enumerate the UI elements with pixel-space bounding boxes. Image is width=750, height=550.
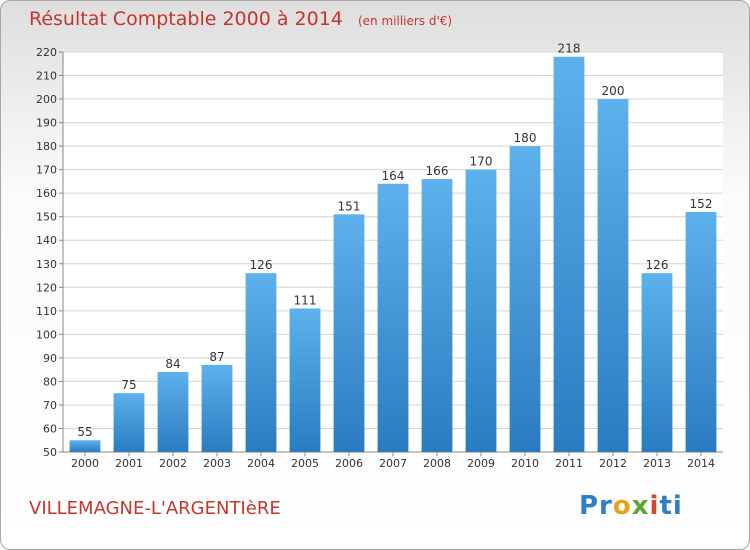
data-label: 170: [470, 155, 493, 169]
x-tick-label: 2008: [423, 457, 451, 470]
x-tick-label: 2004: [247, 457, 275, 470]
data-label: 180: [514, 131, 537, 145]
bar: [245, 273, 277, 452]
y-tick-label: 60: [43, 422, 57, 435]
data-label: 111: [294, 293, 317, 307]
x-tick-label: 2010: [511, 457, 539, 470]
bar: [69, 440, 101, 452]
data-label: 151: [338, 199, 361, 213]
x-tick-label: 2007: [379, 457, 407, 470]
chart-header: Résultat Comptable 2000 à 2014 (en milli…: [29, 8, 452, 30]
bar: [113, 393, 145, 452]
data-label: 200: [602, 84, 625, 98]
y-tick-label: 70: [43, 399, 57, 412]
y-tick-label: 180: [36, 140, 57, 153]
y-tick-label: 50: [43, 446, 57, 459]
data-label: 126: [646, 258, 669, 272]
bar: [377, 183, 409, 452]
x-tick-label: 2005: [291, 457, 319, 470]
commune-name: VILLEMAGNE-L'ARGENTIèRE: [29, 498, 281, 519]
x-tick-label: 2003: [203, 457, 231, 470]
y-tick-label: 110: [36, 305, 57, 318]
x-tick-label: 2002: [159, 457, 187, 470]
data-label: 55: [77, 425, 92, 439]
chart-subtitle: (en milliers d'€): [357, 14, 453, 28]
data-label: 87: [209, 350, 224, 364]
y-tick-label: 100: [36, 328, 57, 341]
x-tick-label: 2006: [335, 457, 363, 470]
x-tick-label: 2013: [643, 457, 671, 470]
bar: [553, 56, 585, 453]
data-label: 152: [690, 197, 713, 211]
data-label: 126: [250, 258, 273, 272]
bar: [157, 372, 189, 452]
data-label: 84: [165, 357, 180, 371]
x-tick-label: 2012: [599, 457, 627, 470]
y-tick-label: 210: [36, 70, 57, 83]
y-tick-label: 220: [36, 46, 57, 59]
bar: [597, 99, 629, 452]
chart-title: Résultat Comptable 2000 à 2014: [29, 8, 343, 30]
x-tick-label: 2014: [687, 457, 715, 470]
bar: [201, 364, 233, 452]
x-tick-label: 2001: [115, 457, 143, 470]
y-tick-label: 150: [36, 211, 57, 224]
x-tick-label: 2009: [467, 457, 495, 470]
y-tick-label: 140: [36, 234, 57, 247]
data-label: 75: [121, 378, 136, 392]
y-tick-label: 130: [36, 258, 57, 271]
bar: [289, 308, 321, 452]
y-tick-label: 190: [36, 117, 57, 130]
y-tick-label: 80: [43, 375, 57, 388]
bar: [333, 214, 365, 452]
proxiti-logo: Proxiti: [579, 491, 683, 521]
y-tick-label: 170: [36, 164, 57, 177]
bar: [685, 212, 717, 452]
bar: [641, 273, 673, 452]
y-tick-label: 90: [43, 352, 57, 365]
bar: [421, 179, 453, 452]
y-tick-label: 160: [36, 187, 57, 200]
x-tick-label: 2011: [555, 457, 583, 470]
y-tick-label: 120: [36, 281, 57, 294]
data-label: 218: [558, 42, 581, 56]
x-tick-label: 2000: [71, 457, 99, 470]
bar: [465, 169, 497, 452]
data-label: 164: [382, 169, 405, 183]
data-label: 166: [426, 164, 449, 178]
y-tick-label: 200: [36, 93, 57, 106]
bar: [509, 146, 541, 452]
